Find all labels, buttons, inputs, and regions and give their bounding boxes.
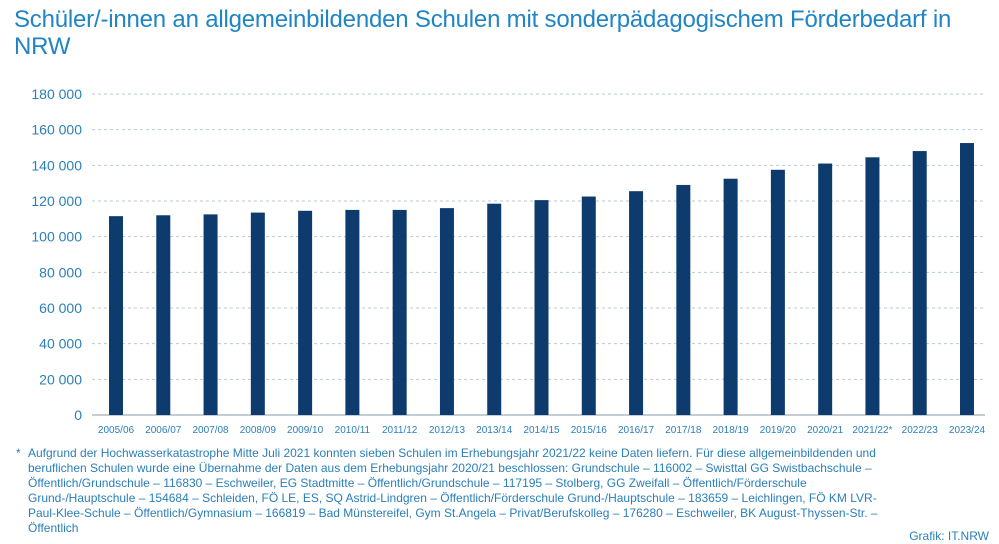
y-tick-label: 160 000 (31, 122, 82, 138)
y-tick-label: 100 000 (31, 229, 82, 245)
y-tick-label: 80 000 (39, 264, 82, 280)
y-tick-label: 40 000 (39, 336, 82, 352)
bar (960, 143, 974, 415)
y-tick-label: 140 000 (31, 157, 82, 173)
bar (581, 196, 596, 415)
footnote-marker: * (16, 446, 21, 460)
x-tick-label: 2018/19 (713, 425, 750, 436)
chart-title: Schüler/-innen an allgemeinbildenden Sch… (14, 6, 952, 60)
bar (770, 169, 785, 415)
bar (439, 208, 454, 415)
x-tick-label: 2017/18 (665, 425, 702, 436)
x-tick-label: 2021/22* (852, 425, 892, 436)
x-tick-label: 2008/09 (240, 425, 277, 436)
x-tick-label: 2007/08 (192, 425, 229, 436)
x-tick-label: 2011/12 (382, 425, 418, 436)
y-tick-label: 120 000 (31, 193, 82, 209)
bar (250, 212, 265, 415)
x-tick-label: 2012/13 (429, 425, 466, 436)
x-tick-label: 2009/10 (287, 425, 324, 436)
y-tick-label: 60 000 (39, 300, 82, 316)
bar (109, 216, 123, 415)
x-tick-label: 2019/20 (760, 425, 797, 436)
x-tick-label: 2023/24 (949, 425, 986, 436)
x-tick-label: 2010/11 (335, 425, 371, 436)
bar (912, 151, 927, 416)
source-credit: Grafik: IT.NRW (909, 529, 989, 543)
bar (865, 157, 880, 415)
bar (723, 178, 738, 415)
x-tick-label: 2013/14 (476, 425, 513, 436)
bar (818, 163, 833, 415)
bar (203, 214, 218, 415)
y-tick-label: 180 000 (31, 86, 82, 102)
x-tick-label: 2005/06 (98, 425, 135, 436)
footnote-text: Aufgrund der Hochwasserkatastrophe Mitte… (28, 446, 878, 535)
bar (392, 209, 407, 415)
bar (487, 203, 502, 415)
bar (156, 215, 171, 415)
y-tick-label: 0 (74, 407, 82, 423)
y-tick-label: 20 000 (39, 371, 82, 387)
x-tick-label: 2006/07 (145, 425, 182, 436)
bar (676, 184, 691, 415)
x-tick-label: 2022/23 (902, 425, 939, 436)
bar (534, 200, 549, 415)
footnote: * Aufgrund der Hochwasserkatastrophe Mit… (16, 446, 896, 536)
bar (298, 210, 313, 415)
x-tick-label: 2020/21 (807, 425, 844, 436)
x-tick-label: 2016/17 (618, 425, 655, 436)
bar (629, 191, 644, 415)
x-tick-label: 2014/15 (523, 425, 560, 436)
x-tick-label: 2015/16 (571, 425, 608, 436)
bar (345, 209, 360, 415)
